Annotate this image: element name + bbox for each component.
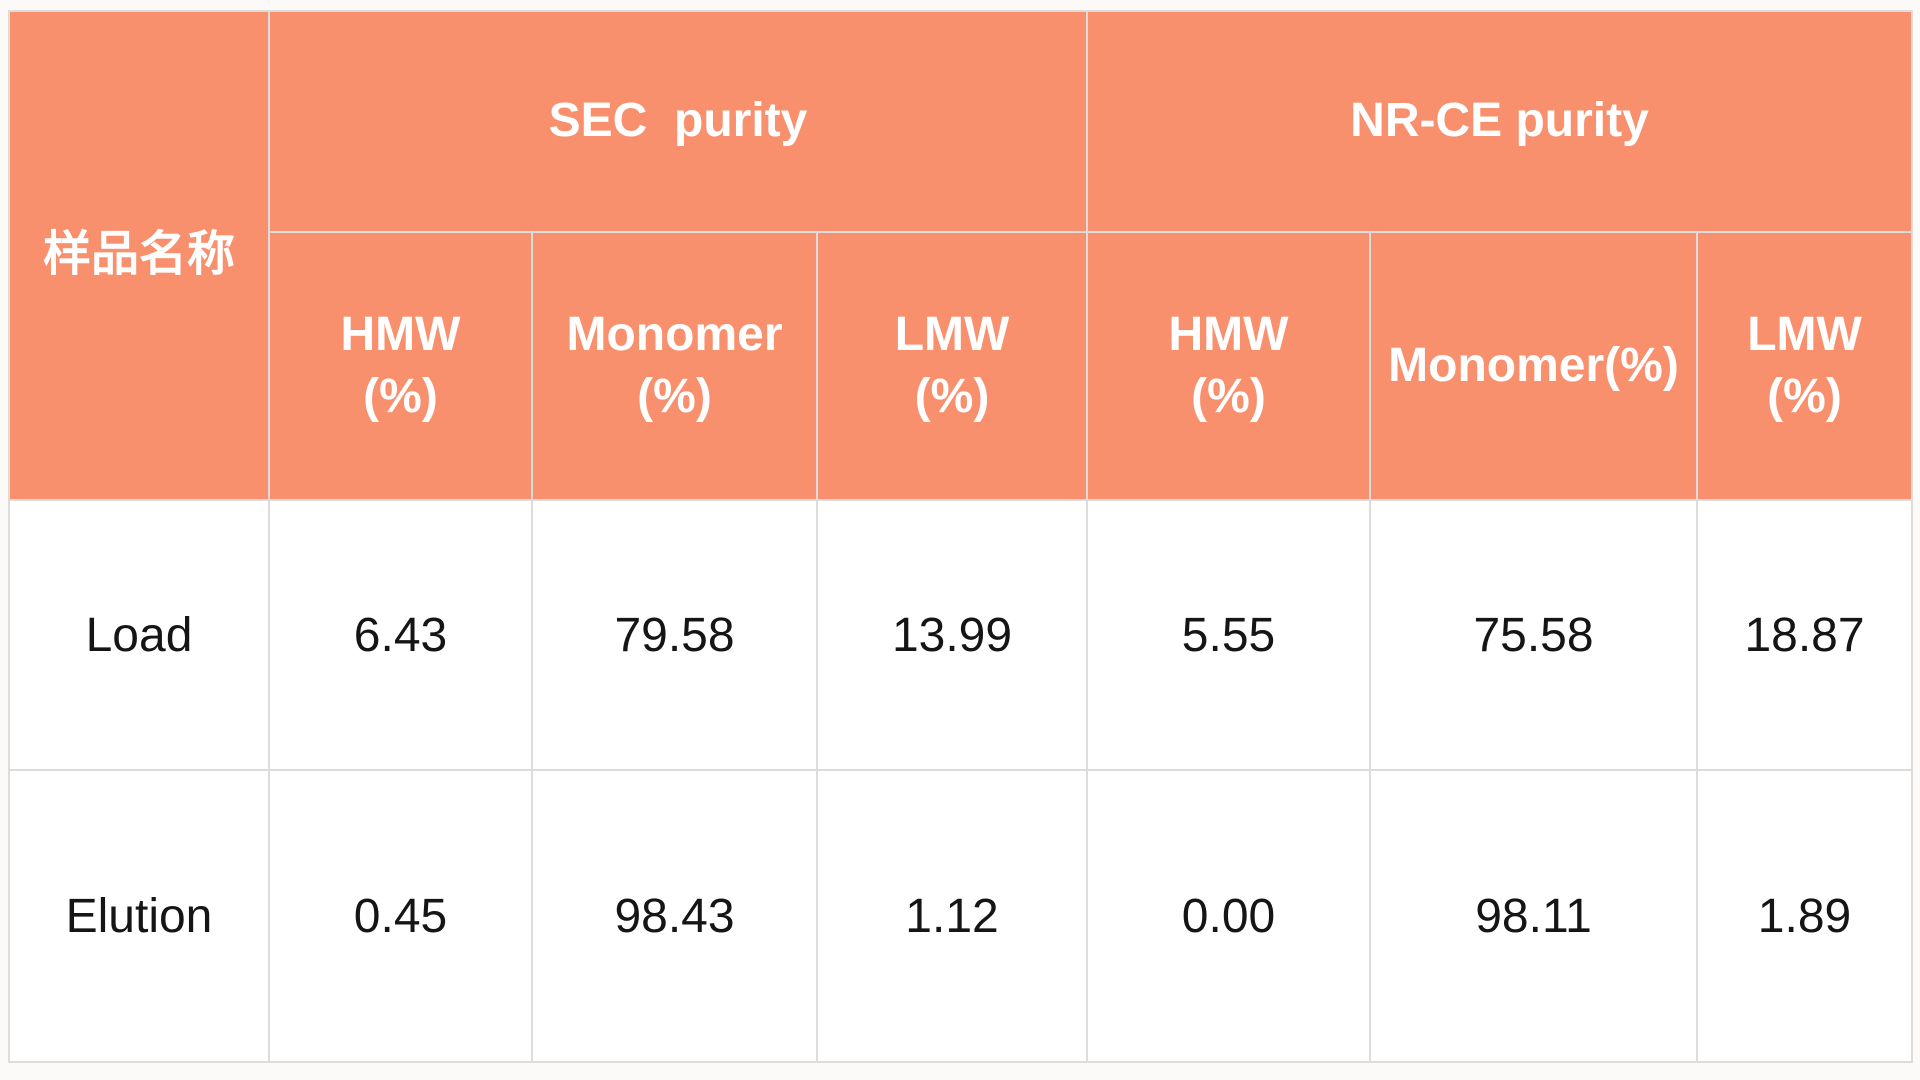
- value-elution-sec-hmw: 0.45: [270, 771, 531, 1061]
- value-elution-nrce-hmw: 0.00: [1088, 771, 1369, 1061]
- value-load-nrce-hmw: 5.55: [1088, 501, 1369, 769]
- table-row-elution: Elution 0.45 98.43 1.12 0.00 98.11 1.89: [10, 771, 1911, 1061]
- value-elution-nrce-lmw: 1.89: [1698, 771, 1911, 1061]
- value-elution-nrce-monomer: 98.11: [1371, 771, 1696, 1061]
- subheader-sec-hmw: HMW (%): [270, 233, 531, 499]
- subheader-nrce-hmw: HMW (%): [1088, 233, 1369, 499]
- subheader-sec-monomer: Monomer (%): [533, 233, 816, 499]
- value-load-sec-monomer: 79.58: [533, 501, 816, 769]
- group-header-nrce-purity: NR-CE purity: [1088, 12, 1911, 231]
- group-header-sec-purity: SEC purity: [270, 12, 1086, 231]
- value-load-sec-lmw: 13.99: [818, 501, 1086, 769]
- subheader-nrce-monomer: Monomer(%): [1371, 233, 1696, 499]
- header-group-row: 样品名称 SEC purity NR-CE purity: [10, 12, 1911, 499]
- value-elution-sec-lmw: 1.12: [818, 771, 1086, 1061]
- subheader-sec-lmw: LMW (%): [818, 233, 1086, 499]
- table-row-load: Load 6.43 79.58 13.99 5.55 75.58 18.87: [10, 501, 1911, 769]
- value-load-nrce-monomer: 75.58: [1371, 501, 1696, 769]
- value-elution-sec-monomer: 98.43: [533, 771, 816, 1061]
- corner-header-sample-name: 样品名称: [10, 12, 268, 499]
- value-load-sec-hmw: 6.43: [270, 501, 531, 769]
- header-sub-row: HMW (%) Monomer (%) LMW (%) HMW (%) Mono…: [10, 233, 1911, 499]
- value-load-nrce-lmw: 18.87: [1698, 501, 1911, 769]
- purity-table: 样品名称 SEC purity NR-CE purity HMW (%) Mon…: [8, 10, 1913, 1063]
- subheader-nrce-lmw: LMW (%): [1698, 233, 1911, 499]
- row-label-load: Load: [10, 501, 268, 769]
- row-label-elution: Elution: [10, 771, 268, 1061]
